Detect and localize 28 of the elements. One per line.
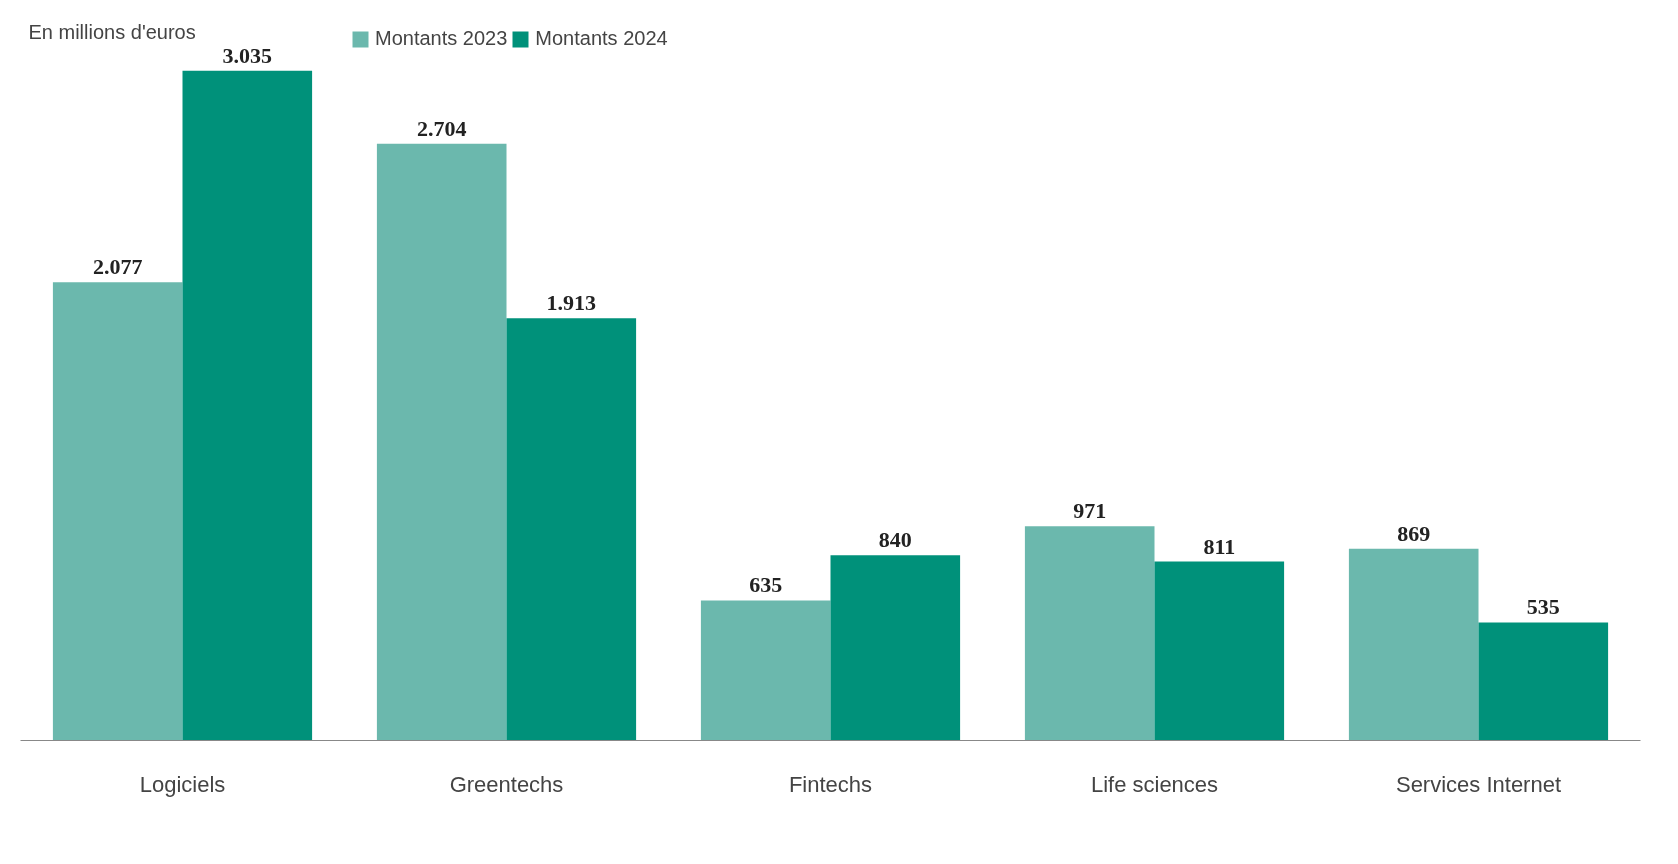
data-label: 535: [1526, 594, 1560, 620]
bar: [1478, 622, 1609, 741]
bar: [506, 318, 637, 741]
bar: [52, 282, 183, 741]
data-label: 635: [749, 572, 783, 598]
bar: [830, 555, 961, 741]
bar: [1348, 548, 1479, 741]
data-label: 1.913: [546, 290, 597, 316]
data-label: 2.077: [92, 254, 143, 280]
bar: [1024, 526, 1155, 741]
bar: [700, 600, 831, 741]
data-label: 811: [1203, 533, 1236, 559]
text: En millions d'euros: [28, 20, 196, 43]
x-tick-label: Greentechs: [449, 771, 564, 797]
x-tick-label: Services Internet: [1395, 771, 1562, 797]
data-label: 2.704: [416, 115, 467, 141]
x-tick-label: Fintechs: [788, 771, 873, 797]
data-label: 869: [1397, 520, 1431, 546]
x-tick-label: Logiciels: [139, 771, 226, 797]
legend-label: Montants 2024: [535, 27, 668, 50]
bar: [1154, 561, 1285, 741]
x-tick-label: Life sciences: [1090, 771, 1219, 797]
bar: [182, 70, 313, 741]
bar: [376, 143, 507, 741]
data-label: 3.035: [222, 42, 273, 68]
data-label: 971: [1073, 498, 1107, 524]
legend-label: Montants 2023: [375, 27, 508, 50]
data-label: 840: [878, 527, 912, 553]
